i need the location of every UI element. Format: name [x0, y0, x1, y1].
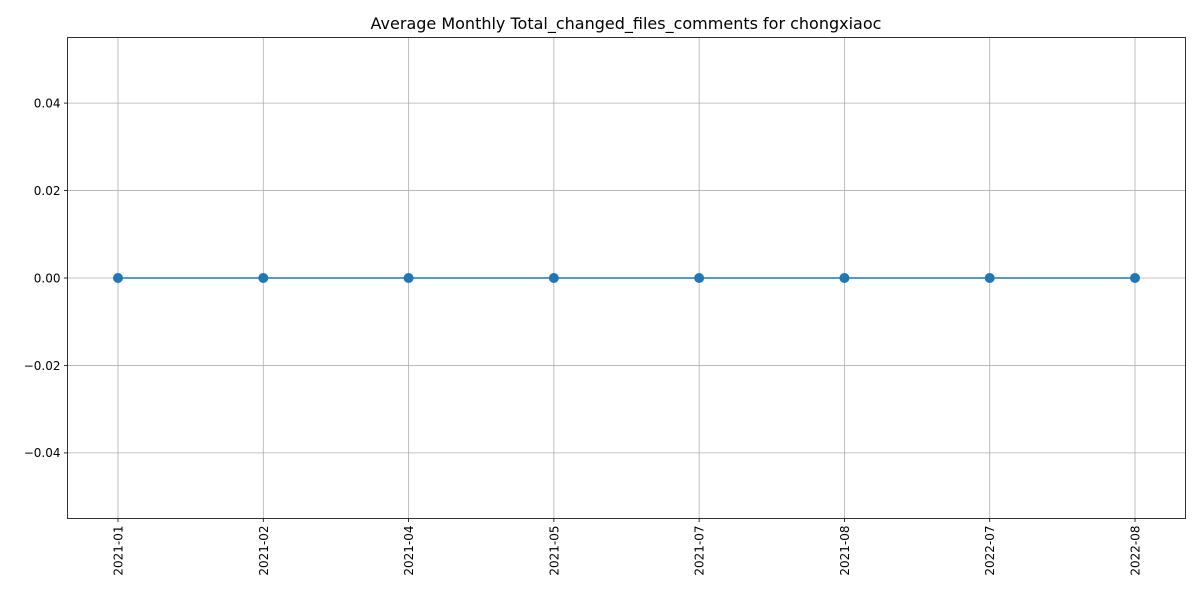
data-point — [694, 273, 705, 283]
y-tick-label: 0.04 — [34, 96, 61, 110]
data-point — [984, 273, 995, 283]
data-point — [403, 273, 414, 283]
x-tick-label: 2021-02 — [257, 526, 271, 576]
chart-title: Average Monthly Total_changed_files_comm… — [371, 14, 882, 34]
ticks: 2021-01 2021-02 2021-04 2021-05 2021-07 2021-… — [24, 96, 1143, 575]
x-tick-label: 2021-04 — [402, 526, 416, 576]
x-tick-label: 2021-01 — [112, 526, 126, 576]
x-tick-label: 2021-05 — [547, 526, 561, 576]
data-point — [548, 273, 559, 283]
x-tick-label: 2022-07 — [983, 526, 997, 576]
x-tick-label: 2021-08 — [838, 526, 852, 576]
x-tick-label: 2022-08 — [1129, 526, 1143, 576]
y-tick-label: 0.02 — [34, 184, 61, 198]
y-tick-label: −0.04 — [24, 446, 61, 460]
data-point — [1130, 273, 1140, 283]
data-point — [258, 273, 269, 283]
y-tick-label: 0.00 — [34, 271, 61, 285]
series-layer — [113, 273, 1140, 283]
y-tick-label: −0.02 — [24, 359, 61, 373]
x-tick-label: 2021-07 — [693, 526, 707, 576]
data-point — [113, 273, 123, 283]
data-point — [839, 273, 850, 283]
